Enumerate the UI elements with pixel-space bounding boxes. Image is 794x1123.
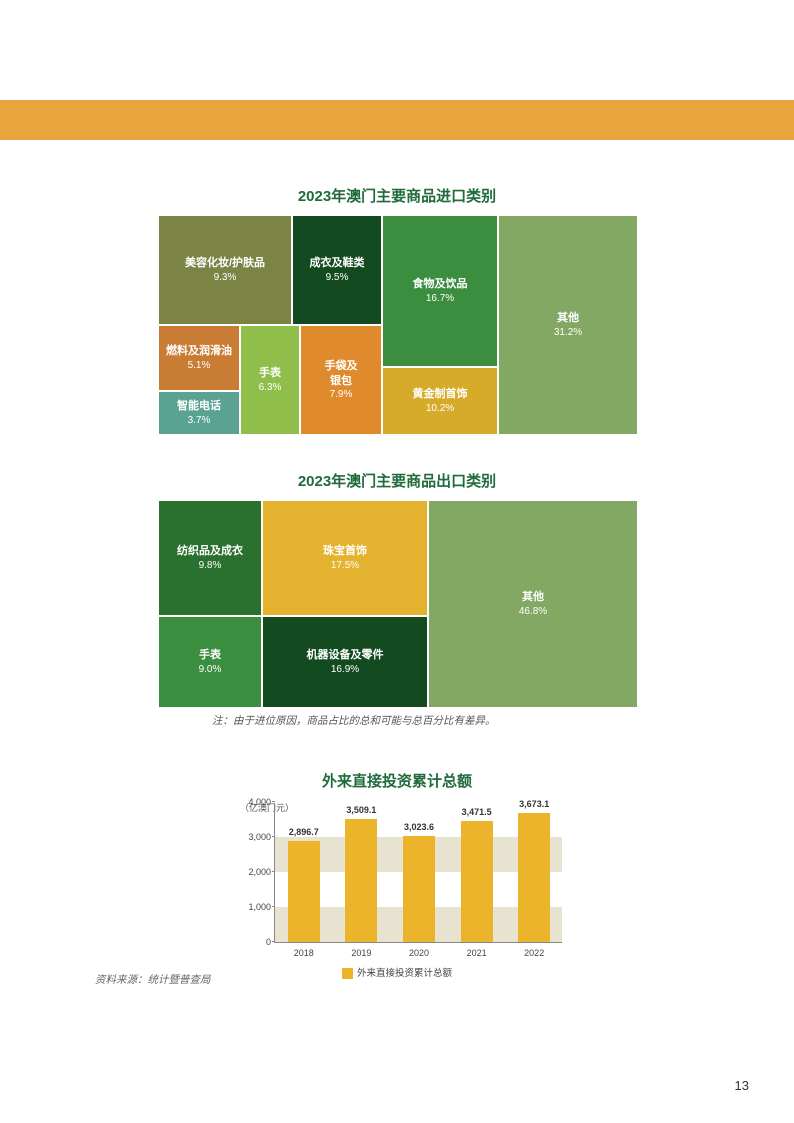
treemap-cell: 手表6.3% [240, 325, 300, 435]
treemap-cell: 食物及饮品16.7% [382, 215, 498, 367]
bar-value-label: 3,673.1 [519, 799, 549, 809]
fdi-legend: 外来直接投资累计总额 [232, 965, 562, 979]
treemap-cell: 燃料及润滑油5.1% [158, 325, 240, 391]
cell-label: 美容化妆/护肤品 [185, 256, 265, 270]
cell-pct: 9.5% [326, 271, 349, 284]
cell-pct: 17.5% [331, 559, 359, 572]
cell-label: 手表 [259, 366, 281, 380]
bar-value-label: 3,509.1 [346, 805, 376, 815]
y-tick-label: 3,000 [237, 832, 271, 842]
x-tick-label: 2019 [345, 948, 377, 958]
cell-label: 成衣及鞋类 [310, 256, 365, 270]
y-tick-label: 0 [237, 937, 271, 947]
x-tick-label: 2018 [288, 948, 320, 958]
cell-label: 食物及饮品 [413, 277, 468, 291]
cell-label: 手表 [199, 648, 221, 662]
imports-section: 2023年澳门主要商品进口类别 美容化妆/护肤品9.3%成衣及鞋类9.5%食物及… [157, 185, 637, 434]
y-tick-label: 1,000 [237, 902, 271, 912]
cell-label: 机器设备及零件 [307, 648, 384, 662]
exports-title: 2023年澳门主要商品出口类别 [157, 470, 637, 491]
exports-note: 注：由于进位原因，商品占比的总和可能与总百分比有差异。 [212, 713, 637, 728]
source-note: 资料来源：统计暨普查局 [95, 972, 211, 987]
cell-label: 燃料及润滑油 [166, 344, 232, 358]
cell-pct: 46.8% [519, 605, 547, 618]
fdi-chart: （亿澳门元） 01,0002,0003,0004,0002,896.720183… [232, 803, 562, 979]
y-tick-mark [272, 906, 275, 907]
cell-pct: 9.3% [214, 271, 237, 284]
y-tick-mark [272, 801, 275, 802]
x-tick-label: 2022 [518, 948, 550, 958]
bar: 3,673.1 [518, 813, 550, 942]
treemap-cell: 手表9.0% [158, 616, 262, 708]
cell-pct: 3.7% [188, 414, 211, 427]
bar-plot-area: 01,0002,0003,0004,0002,896.720183,509.12… [274, 803, 562, 943]
treemap-cell: 其他46.8% [428, 500, 638, 708]
page-number: 13 [735, 1078, 749, 1093]
cell-pct: 16.7% [426, 292, 454, 305]
imports-title: 2023年澳门主要商品进口类别 [157, 185, 637, 206]
cell-pct: 9.8% [199, 559, 222, 572]
treemap-cell: 成衣及鞋类9.5% [292, 215, 382, 325]
cell-pct: 10.2% [426, 402, 454, 415]
cell-label: 珠宝首饰 [323, 544, 367, 558]
exports-section: 2023年澳门主要商品出口类别 纺织品及成衣9.8%珠宝首饰17.5%手表9.0… [157, 470, 637, 728]
header-bar [0, 100, 794, 140]
y-tick-mark [272, 836, 275, 837]
treemap-cell: 其他31.2% [498, 215, 638, 435]
treemap-cell: 纺织品及成衣9.8% [158, 500, 262, 616]
bar-value-label: 2,896.7 [289, 827, 319, 837]
cell-pct: 31.2% [554, 326, 582, 339]
treemap-cell: 智能电话3.7% [158, 391, 240, 435]
exports-treemap: 纺织品及成衣9.8%珠宝首饰17.5%手表9.0%机器设备及零件16.9%其他4… [157, 499, 637, 707]
bar: 3,471.5 [461, 821, 493, 943]
bar-value-label: 3,023.6 [404, 822, 434, 832]
treemap-cell: 机器设备及零件16.9% [262, 616, 428, 708]
bar: 3,023.6 [403, 836, 435, 942]
cell-label: 其他 [557, 311, 579, 325]
treemap-cell: 美容化妆/护肤品9.3% [158, 215, 292, 325]
fdi-section: 外来直接投资累计总额 （亿澳门元） 01,0002,0003,0004,0002… [232, 770, 562, 979]
x-tick-label: 2020 [403, 948, 435, 958]
treemap-cell: 黄金制首饰10.2% [382, 367, 498, 435]
treemap-cell: 珠宝首饰17.5% [262, 500, 428, 616]
legend-swatch [342, 968, 353, 979]
y-tick-label: 2,000 [237, 867, 271, 877]
cell-label: 智能电话 [177, 399, 221, 413]
cell-label: 黄金制首饰 [413, 387, 468, 401]
y-tick-label: 4,000 [237, 797, 271, 807]
x-tick-label: 2021 [461, 948, 493, 958]
cell-pct: 6.3% [259, 381, 282, 394]
bar: 3,509.1 [345, 819, 377, 942]
fdi-title: 外来直接投资累计总额 [232, 770, 562, 791]
bar: 2,896.7 [288, 841, 320, 942]
cell-label: 纺织品及成衣 [177, 544, 243, 558]
cell-pct: 9.0% [199, 663, 222, 676]
treemap-cell: 手袋及 银包7.9% [300, 325, 382, 435]
bar-value-label: 3,471.5 [462, 807, 492, 817]
cell-pct: 5.1% [188, 359, 211, 372]
cell-label: 其他 [522, 590, 544, 604]
cell-pct: 7.9% [330, 388, 353, 401]
imports-treemap: 美容化妆/护肤品9.3%成衣及鞋类9.5%食物及饮品16.7%其他31.2%燃料… [157, 214, 637, 434]
legend-label: 外来直接投资累计总额 [357, 968, 452, 979]
y-tick-mark [272, 871, 275, 872]
cell-pct: 16.9% [331, 663, 359, 676]
cell-label: 手袋及 银包 [325, 359, 358, 388]
y-tick-mark [272, 941, 275, 942]
